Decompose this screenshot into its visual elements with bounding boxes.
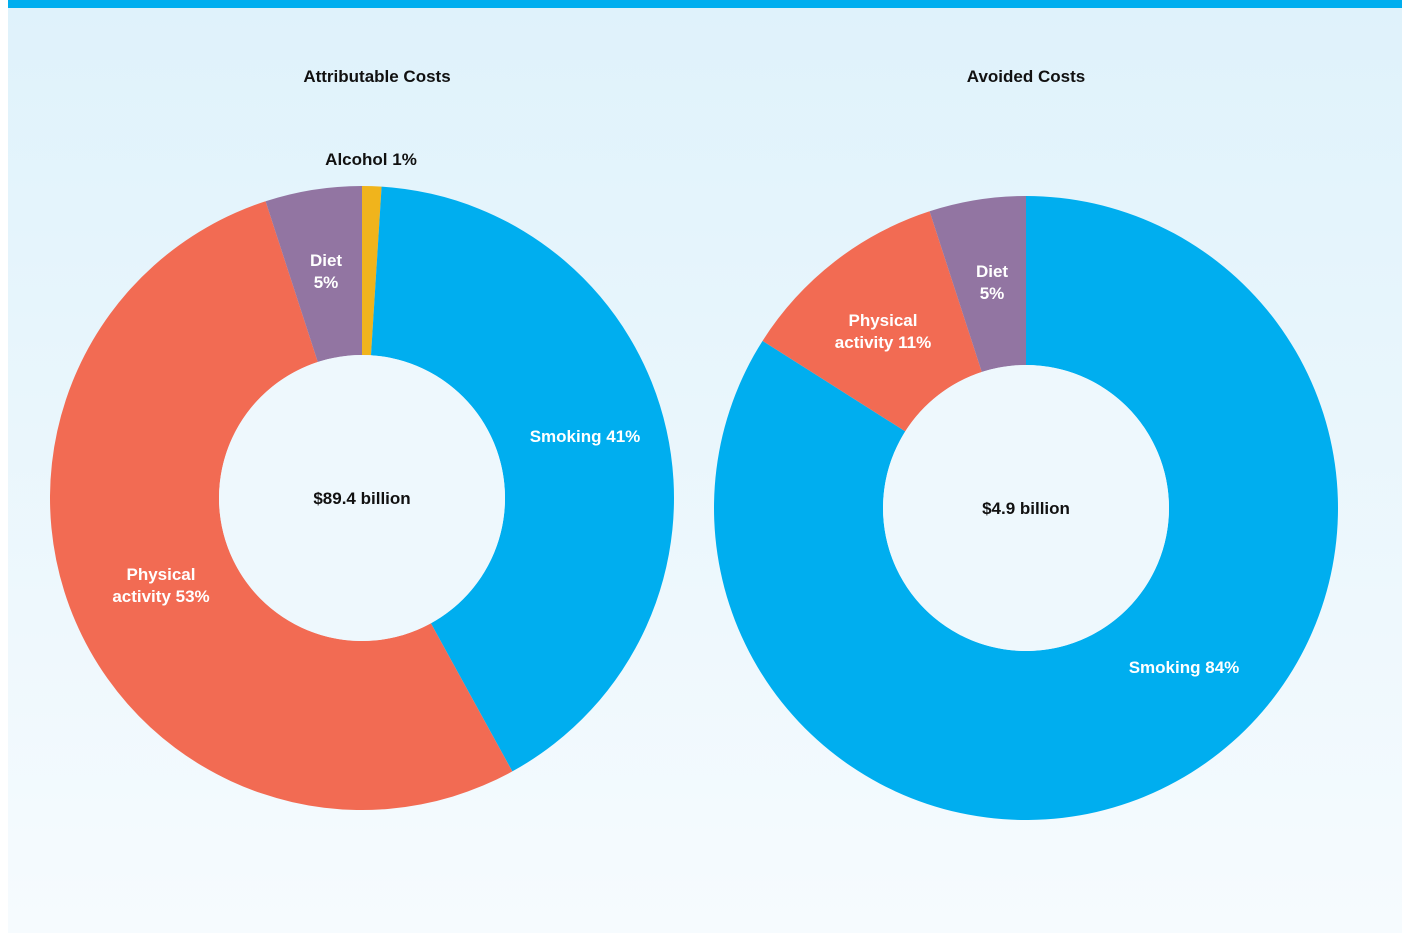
donut-hole bbox=[219, 355, 505, 641]
slice-label: Diet 5% bbox=[970, 261, 1014, 305]
chart-title: Attributable Costs bbox=[303, 67, 450, 86]
category: Smoking bbox=[1128, 658, 1201, 677]
value-label: 53% bbox=[175, 587, 210, 606]
slice-label: Physical activity 53% bbox=[102, 564, 220, 608]
category: Alcohol bbox=[325, 150, 388, 169]
center-label: $89.4 billion bbox=[313, 489, 410, 508]
center-label: $4.9 billion bbox=[982, 499, 1070, 518]
slice-label: Physical activity 11% bbox=[824, 310, 942, 354]
slice-label: Alcohol 1% bbox=[271, 149, 471, 171]
slice bbox=[929, 196, 1026, 372]
value-label: 5% bbox=[979, 284, 1005, 303]
value-label: 1% bbox=[392, 150, 417, 169]
slice bbox=[265, 186, 362, 362]
category: Smoking bbox=[529, 427, 602, 446]
category: Physical activity bbox=[834, 311, 918, 352]
category: Diet bbox=[309, 251, 343, 270]
slice bbox=[713, 196, 1339, 820]
slice bbox=[762, 211, 982, 432]
slice-label: Smoking 41% bbox=[485, 426, 685, 448]
category: Physical activity bbox=[112, 565, 196, 606]
value-label: 5% bbox=[313, 273, 339, 292]
category: Diet bbox=[975, 262, 1009, 281]
value-label: 84% bbox=[1205, 658, 1240, 677]
donut-hole bbox=[883, 365, 1169, 651]
slice bbox=[49, 201, 513, 811]
chart-title: Avoided Costs bbox=[967, 67, 1085, 86]
value-label: 11% bbox=[898, 333, 932, 352]
slice bbox=[362, 186, 382, 356]
slice-label: Diet 5% bbox=[304, 250, 348, 294]
slice-label: Smoking 84% bbox=[1084, 657, 1284, 679]
value-label: 41% bbox=[606, 427, 641, 446]
slice bbox=[370, 186, 674, 772]
